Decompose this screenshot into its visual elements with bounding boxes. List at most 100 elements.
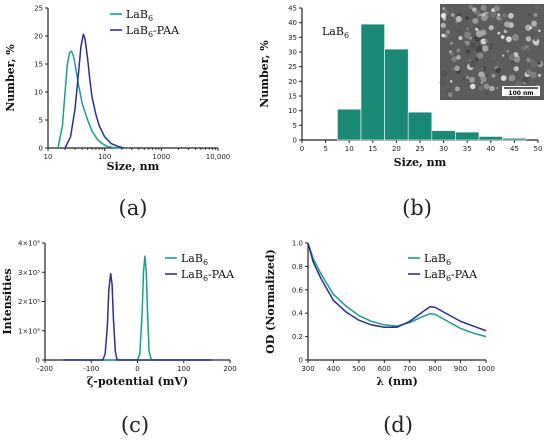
sem-particle <box>493 34 496 37</box>
y-tick-label: 20 <box>288 78 297 86</box>
sem-particle <box>492 56 496 60</box>
x-tick-label: 500 <box>352 365 365 373</box>
x-tick-label: 10,000 <box>206 153 231 161</box>
legend-label: LaB6 <box>181 252 208 267</box>
x-tick-label: 900 <box>454 365 467 373</box>
legend-label: LaB6 <box>424 252 451 267</box>
x-tick-label: 100 <box>98 153 111 161</box>
panel-label: (d) <box>383 413 413 437</box>
sem-particle <box>537 45 542 49</box>
legend-label: LaB6-PAA <box>424 268 478 283</box>
sem-particle <box>508 74 516 82</box>
sem-particle <box>442 7 446 11</box>
panel-label: (a) <box>119 196 148 220</box>
sem-particle <box>468 59 471 62</box>
sem-particle <box>457 29 462 35</box>
sem-particle <box>531 20 538 27</box>
sem-particle <box>533 37 538 42</box>
sem-particle <box>491 73 496 78</box>
y-tick-label: 25 <box>288 63 297 71</box>
x-tick-label: 100 <box>177 365 190 373</box>
sem-particle <box>527 25 531 28</box>
sem-particle <box>533 13 538 17</box>
y-tick-label: 1.0 <box>292 240 303 248</box>
x-tick-label: 5 <box>323 145 327 153</box>
sem-particle <box>478 65 485 72</box>
sem-particle <box>528 47 532 51</box>
sem-particle <box>486 73 489 77</box>
x-tick-label: 800 <box>428 365 441 373</box>
sem-particle <box>470 83 476 90</box>
sem-particle <box>451 56 457 62</box>
y-tick-label: 30 <box>288 49 297 57</box>
chart-panel-3: -200 -100 0 100 200 0 1×10⁵ 2×10⁵ 3×10⁵ 4×10⁵ ζ-po… <box>1 240 237 438</box>
sem-particle <box>513 67 517 71</box>
chart-panel-4: 300 400 500 600 700 800 900 1000 0 0.2 0.4 0.6 0.8 1.… <box>264 240 495 438</box>
x-tick-label: 10 <box>44 153 53 161</box>
sem-particle <box>500 75 507 81</box>
y-tick-label: 0.2 <box>292 333 303 341</box>
sem-particle <box>450 13 455 17</box>
sem-particle <box>484 39 488 43</box>
sem-particle <box>464 72 468 76</box>
sem-particle <box>474 57 479 62</box>
y-tick-label: 25 <box>34 5 43 13</box>
sem-particle <box>507 12 514 19</box>
y-axis-title: Number, % <box>258 40 271 108</box>
x-tick-label: 400 <box>327 365 340 373</box>
y-tick-label: 0.4 <box>292 310 304 318</box>
sem-particle <box>493 5 500 12</box>
sem-particle <box>534 5 539 10</box>
y-tick-label: 20 <box>34 33 43 41</box>
sem-particle <box>468 4 473 10</box>
sem-particle <box>497 31 501 35</box>
sem-particle <box>525 36 532 42</box>
sem-particle <box>475 30 483 38</box>
sem-particle <box>520 46 526 51</box>
sem-particle <box>508 54 516 61</box>
series-line-2 <box>307 242 487 332</box>
sem-particle <box>513 82 516 85</box>
y-tick-label: 1×10⁵ <box>18 327 40 335</box>
sem-particle <box>453 16 457 20</box>
sem-particle <box>497 13 501 17</box>
sem-particle <box>479 13 483 17</box>
sem-particle <box>478 71 485 78</box>
sem-particle <box>463 46 467 49</box>
x-tick-label: 10 <box>345 145 354 153</box>
x-tick-label: 300 <box>301 365 314 373</box>
legend-label: LaB6-PAA <box>181 268 235 283</box>
x-tick-label: 40 <box>486 145 495 153</box>
scale-bar-box <box>502 86 540 96</box>
sem-particle <box>456 48 461 53</box>
y-tick-label: 35 <box>288 34 297 42</box>
chart-panel-1: 10 100 1000 10,000 0 5 10 15 20 25 Size, nm Number,… <box>4 5 230 221</box>
panel-label: (b) <box>402 196 432 220</box>
y-tick-label: 5 <box>39 117 43 125</box>
x-axis-title: Size, nm <box>394 156 447 169</box>
sem-particle <box>506 49 510 53</box>
sem-particle <box>458 35 463 41</box>
sem-particle <box>505 36 512 43</box>
sem-particle <box>463 41 466 44</box>
sem-particle <box>462 77 466 81</box>
sem-particle <box>514 56 521 63</box>
sem-particle <box>526 45 529 48</box>
sem-particle <box>526 57 531 63</box>
sem-particle <box>480 38 487 45</box>
sem-particle <box>510 74 513 78</box>
sem-particle <box>494 66 497 70</box>
sem-particle <box>504 21 511 28</box>
sem-particle <box>500 35 505 39</box>
sem-particle <box>511 33 519 41</box>
sem-particle <box>465 40 470 46</box>
histogram-bar <box>337 108 362 141</box>
x-tick-label: 50 <box>534 145 543 153</box>
sem-particle <box>482 45 489 52</box>
sem-particle <box>472 17 479 24</box>
sem-particle <box>495 67 502 74</box>
x-tick-label: -100 <box>83 365 99 373</box>
sem-particle <box>488 25 494 31</box>
y-tick-label: 10 <box>34 89 43 97</box>
